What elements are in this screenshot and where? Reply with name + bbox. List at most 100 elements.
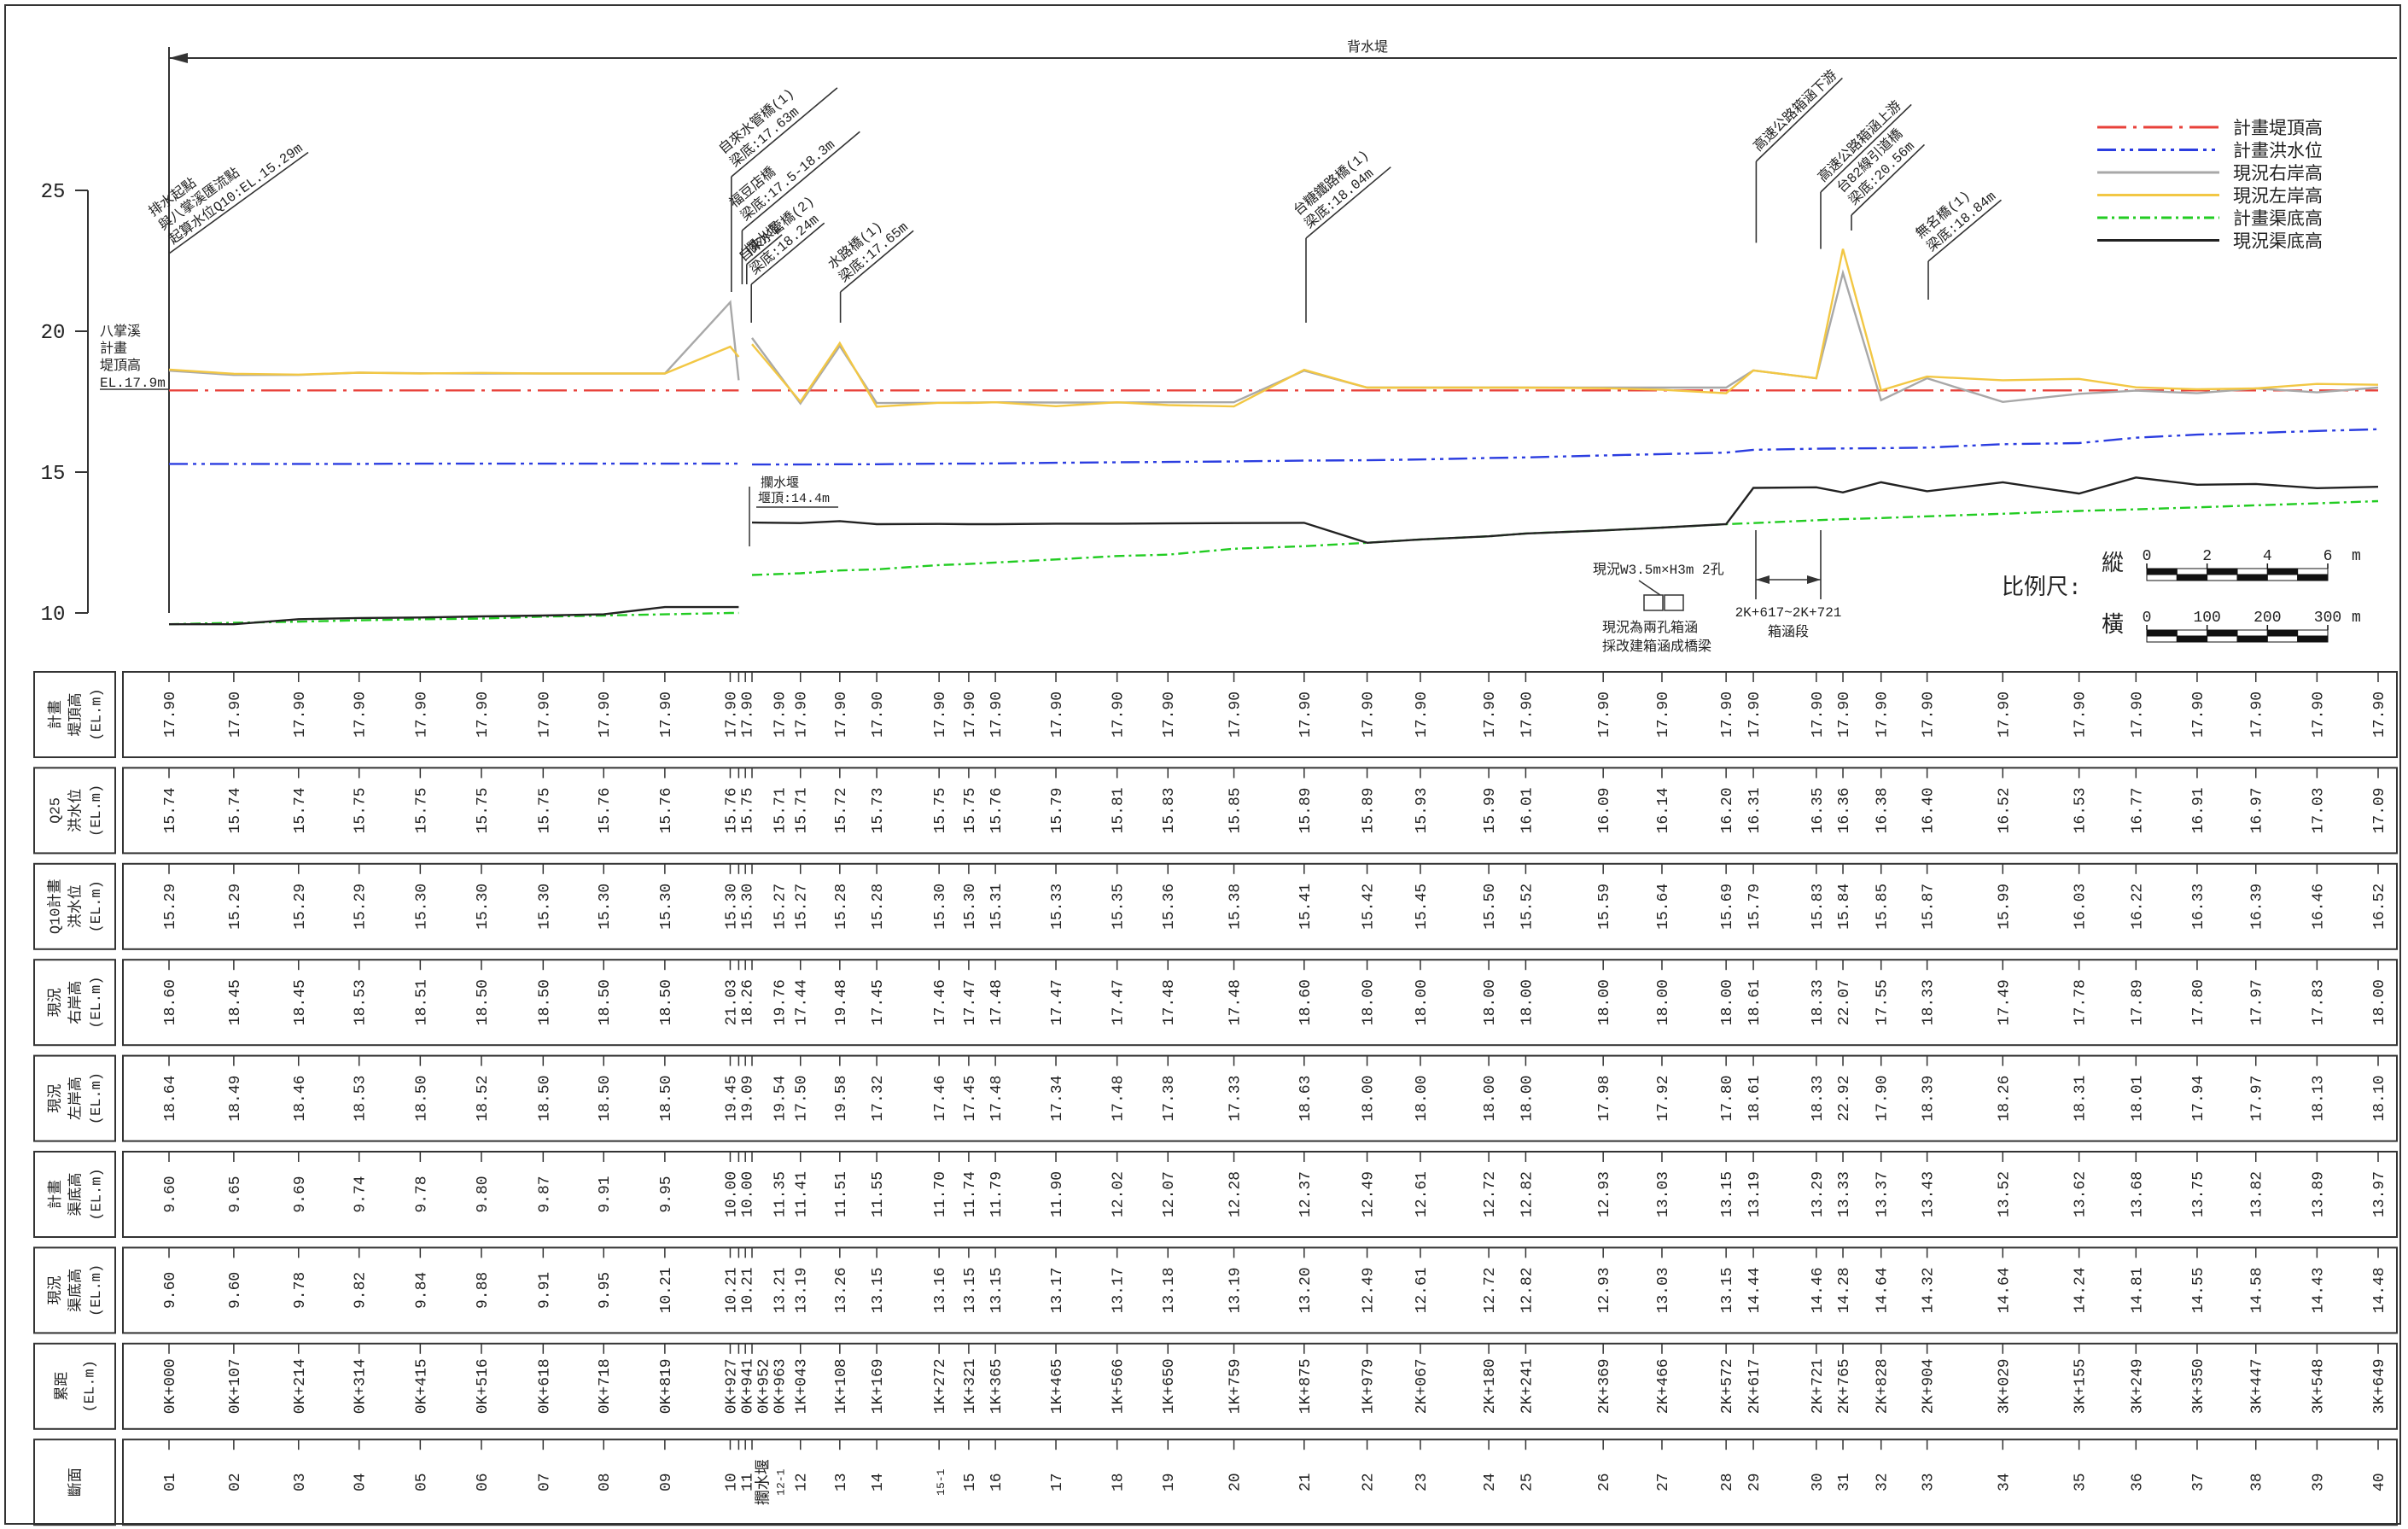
cell-value: 0K+516 <box>475 1358 492 1414</box>
scale-unit: m <box>2352 610 2361 627</box>
cell-value: 15.30 <box>962 884 979 930</box>
row-label: 左岸高 <box>67 1077 85 1120</box>
cell-value: 10.21 <box>658 1267 675 1313</box>
y-tick-label: 15 <box>41 463 66 486</box>
cell-value: 18.00 <box>1482 979 1499 1025</box>
cell-value: 18.50 <box>475 979 492 1025</box>
cell-value: 13.97 <box>2371 1171 2388 1217</box>
cell-value: 9.91 <box>536 1272 553 1309</box>
cell-value: 9.74 <box>353 1176 370 1212</box>
cell-value: 18.31 <box>2073 1076 2090 1122</box>
cell-value: 16.40 <box>1921 787 1938 833</box>
row-label: 現況 <box>47 988 65 1017</box>
scale-segment <box>2297 635 2329 643</box>
cell-value: 2K+067 <box>1414 1358 1431 1414</box>
scale-segment <box>2297 574 2329 581</box>
cell-value: 15.52 <box>1519 884 1536 930</box>
cell-value: 17.90 <box>2073 692 2090 738</box>
cell-value: 9.78 <box>292 1272 309 1309</box>
levee-note: 堤頂高 <box>100 358 141 374</box>
cell-value: 17.48 <box>1161 979 1178 1025</box>
cell-value: 18.50 <box>597 1076 614 1122</box>
scale-segment <box>2176 635 2208 643</box>
cell-value: 3K+029 <box>1996 1358 2013 1414</box>
cell-value: 0K+718 <box>597 1358 614 1414</box>
cell-value: 1K+365 <box>988 1358 1006 1414</box>
cell-value: 17.48 <box>1111 1076 1128 1122</box>
cell-value: 15.81 <box>1111 787 1128 833</box>
cell-value: 15.73 <box>870 787 887 833</box>
cell-value: 13.20 <box>1297 1267 1315 1313</box>
cell-value: 12 <box>794 1473 811 1491</box>
cell-value: 9.65 <box>227 1176 244 1212</box>
cell-value: 15.84 <box>1836 884 1853 930</box>
legend-label: 現況渠底高 <box>2233 232 2323 254</box>
row-cell <box>122 1342 2398 1430</box>
row-cell <box>122 1151 2398 1238</box>
cell-value: 12.49 <box>1361 1267 1378 1313</box>
cell-value: 17.90 <box>162 692 179 738</box>
cell-value: 01 <box>162 1473 179 1491</box>
leader <box>840 230 914 293</box>
cell-value: 17.90 <box>1746 692 1764 738</box>
culvert-box <box>1664 594 1684 611</box>
cell-value: 9.95 <box>597 1272 614 1309</box>
cell-value: 17.97 <box>2249 1076 2266 1122</box>
cell-value: 15.72 <box>833 787 850 833</box>
row-cell <box>122 767 2398 855</box>
scale-segment <box>2207 568 2238 575</box>
cell-value: 0K+107 <box>227 1358 244 1414</box>
cell-value: 16.91 <box>2190 787 2207 833</box>
cell-value: 23 <box>1414 1473 1431 1491</box>
leader <box>731 87 838 178</box>
culvert-note: 採改建箱涵成橋梁 <box>1602 639 1711 655</box>
cell-value: 15.79 <box>1049 787 1066 833</box>
cell-value: 1K+321 <box>962 1358 979 1414</box>
cell-value: 17.92 <box>1655 1076 1672 1122</box>
cell-value: 18.00 <box>1361 979 1378 1025</box>
scale-segment <box>2207 574 2238 581</box>
cell-value: 24 <box>1482 1473 1499 1491</box>
cell-value: 14.48 <box>2371 1267 2388 1313</box>
cell-value: 16.22 <box>2129 884 2146 930</box>
cell-value: 18 <box>1111 1473 1128 1491</box>
cell-value: 15.42 <box>1361 884 1378 930</box>
cell-value: 27 <box>1655 1473 1672 1491</box>
row-label-cell <box>33 1342 116 1430</box>
leader <box>1305 166 1391 239</box>
cell-value: 17.90 <box>870 692 887 738</box>
cell-value: 25 <box>1519 1473 1536 1491</box>
cell-value: 13.89 <box>2310 1171 2327 1217</box>
cell-value: 9.60 <box>227 1272 244 1309</box>
cell-value: 18.49 <box>227 1076 244 1122</box>
y-tick-label: 20 <box>41 322 66 345</box>
cell-value: 15.30 <box>739 884 756 930</box>
cell-value: 17.90 <box>1482 692 1499 738</box>
scale-segment <box>2236 635 2268 643</box>
row-label: 現況 <box>47 1275 65 1304</box>
cell-value: 17.45 <box>870 979 887 1025</box>
cell-value: 13.43 <box>1921 1171 1938 1217</box>
row-cell <box>122 1246 2398 1334</box>
y-tick-label: 10 <box>41 604 66 627</box>
cell-value: 15.75 <box>932 787 949 833</box>
cell-value: 9.78 <box>413 1176 430 1212</box>
row-label: (EL.m) <box>89 688 105 740</box>
cell-value: 10.21 <box>739 1267 756 1313</box>
cell-value: 17.90 <box>2310 692 2327 738</box>
cell-value: 15.89 <box>1297 787 1315 833</box>
cell-value: 17.90 <box>1414 692 1431 738</box>
cell-value: 14.58 <box>2249 1267 2266 1313</box>
cell-value: 14.64 <box>1875 1267 1892 1313</box>
scale-unit: m <box>2352 548 2361 565</box>
cell-value: 12.07 <box>1161 1171 1178 1217</box>
scale-label: 縱 <box>2102 551 2124 577</box>
cell-value: 15.45 <box>1414 884 1431 930</box>
cell-value: 15.83 <box>1161 787 1178 833</box>
cell-value: 16.77 <box>2129 787 2146 833</box>
cell-value: 18.60 <box>1297 979 1315 1025</box>
cell-value: 37 <box>2190 1473 2207 1491</box>
cell-value: 16 <box>988 1473 1006 1491</box>
cell-value: 18.63 <box>1297 1076 1315 1122</box>
scale-segment <box>2266 635 2299 643</box>
